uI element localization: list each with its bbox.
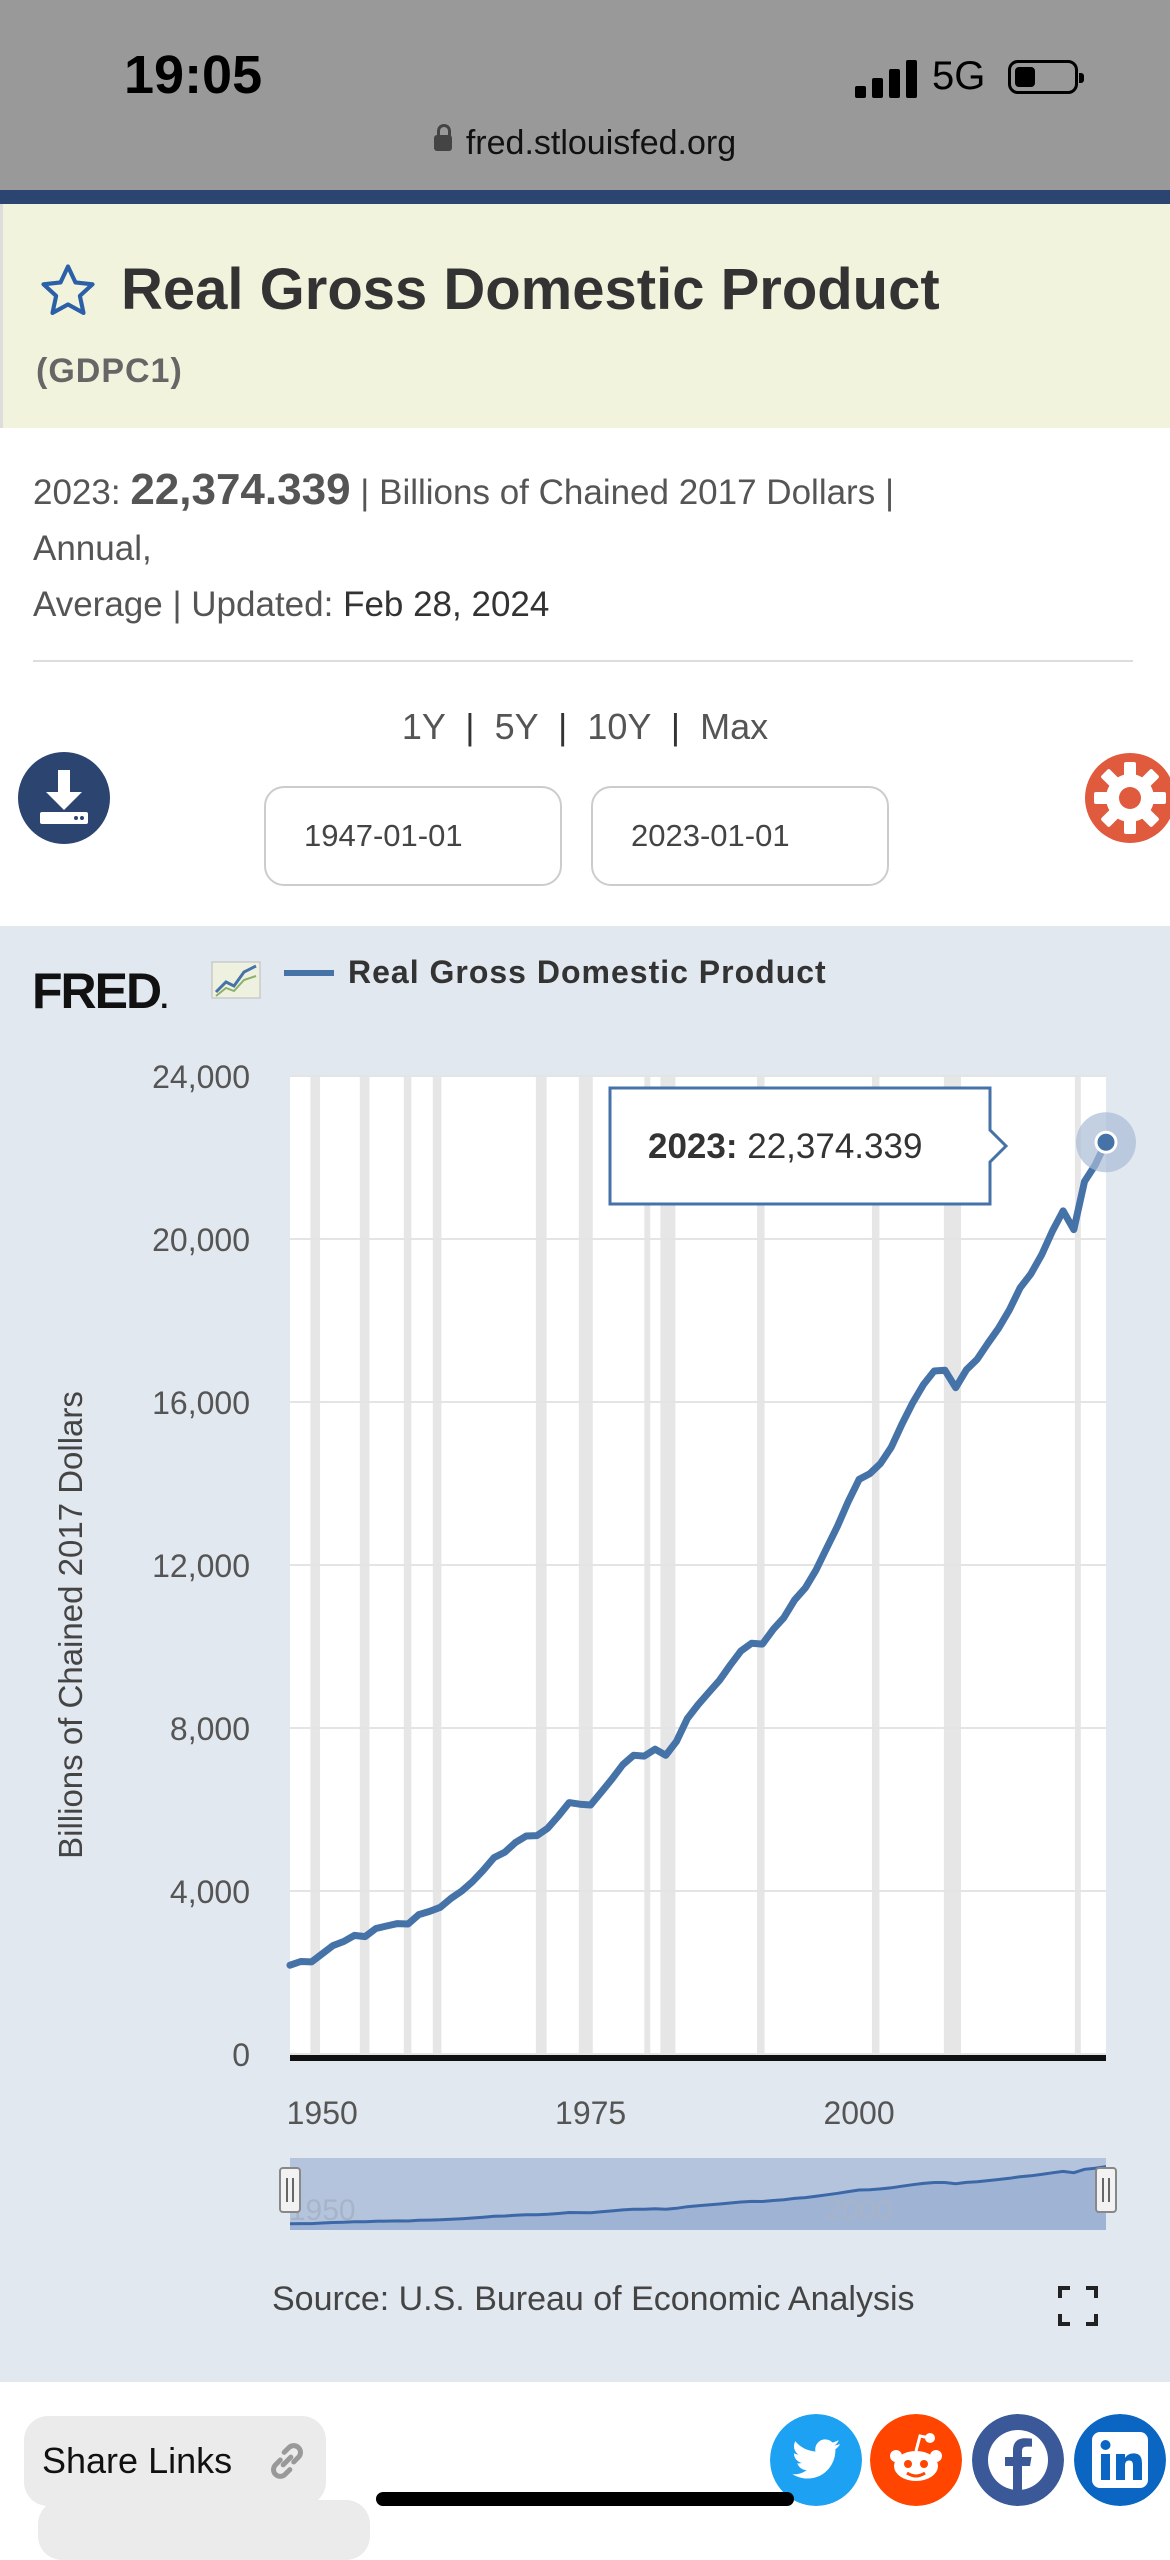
y-tick-label: 20,000 — [152, 1222, 250, 1258]
navigator-left-handle[interactable] — [279, 2167, 301, 2213]
download-button[interactable] — [18, 752, 110, 844]
aggregation-text: Average | Updated: — [33, 585, 334, 624]
lock-icon — [433, 124, 452, 152]
chart-logo-icon — [211, 961, 261, 999]
observation-value: 22,374.339 — [130, 465, 351, 514]
navigator-right-handle[interactable] — [1095, 2167, 1117, 2213]
divider — [33, 660, 1133, 662]
home-indicator — [376, 2492, 794, 2506]
facebook-icon[interactable] — [972, 2414, 1064, 2506]
x-tick-label: 1950 — [287, 2095, 358, 2131]
y-axis-title: Billions of Chained 2017 Dollars — [52, 1391, 89, 1859]
y-tick-label: 12,000 — [152, 1548, 250, 1584]
star-outline-icon[interactable] — [37, 260, 99, 322]
link-icon — [271, 2443, 303, 2479]
navigator-area — [290, 2166, 1106, 2230]
legend-swatch — [284, 970, 334, 976]
status-bar: 19:05 5G fred.stlouisfed.org — [0, 0, 1170, 190]
series-meta: 2023: 22,374.339 | Billions of Chained 2… — [33, 462, 1133, 633]
range-separator: | — [558, 706, 568, 747]
x-tick-label: 1975 — [555, 2095, 626, 2131]
frequency-text: Annual, — [33, 529, 152, 568]
legend-label[interactable]: Real Gross Domestic Product — [348, 954, 827, 990]
site-header-strip — [0, 190, 1170, 204]
updated-date: Feb 28, 2024 — [343, 585, 550, 624]
url-text: fred.stlouisfed.org — [465, 124, 737, 162]
gear-icon[interactable] — [1080, 748, 1170, 848]
share-links-button[interactable]: Share Links — [24, 2416, 326, 2506]
address-bar[interactable]: fred.stlouisfed.org — [0, 124, 1170, 163]
navigator-tick-label: 2000 — [826, 2194, 893, 2227]
battery-icon — [1008, 60, 1084, 94]
chart-panel: FRED. Real Gross Domestic Product 0 4,000… — [0, 926, 1170, 2382]
tooltip-text: 2023: 22,374.339 — [648, 1127, 922, 1166]
range-separator: | — [465, 706, 475, 747]
source-text: Source: U.S. Bureau of Economic Analysis — [272, 2280, 915, 2318]
twitter-icon[interactable] — [770, 2414, 862, 2506]
share-links-label: Share Links — [42, 2440, 233, 2481]
range-selector: 1Y | 5Y | 10Y | Max — [0, 706, 1170, 748]
tooltip-value: 22,374.339 — [747, 1127, 922, 1166]
network-type: 5G — [932, 54, 986, 98]
y-tick-label: 0 — [232, 2037, 250, 2073]
end-date-input[interactable]: 2023-01-01 — [591, 786, 889, 886]
units-text: | Billions of Chained 2017 Dollars | — [360, 473, 895, 512]
range-separator: | — [670, 706, 681, 747]
page-title: Real Gross Domestic Product — [121, 257, 940, 322]
range-1y[interactable]: 1Y — [401, 706, 446, 747]
gdp-line-chart[interactable]: 0 4,000 8,000 12,000 16,000 20,000 24,000 1950 1… — [0, 926, 1170, 2266]
range-10y[interactable]: 10Y — [587, 706, 651, 747]
x-tick-label: 2000 — [823, 2095, 894, 2131]
highlight-point[interactable] — [1094, 1130, 1118, 1154]
observation-year: 2023: — [33, 473, 121, 512]
y-tick-label: 24,000 — [152, 1059, 250, 1095]
series-title-panel: Real Gross Domestic Product (GDPC1) — [0, 204, 1170, 428]
y-tick-label: 4,000 — [170, 1874, 250, 1910]
tooltip-box — [608, 1086, 1009, 1206]
y-tick-label: 16,000 — [152, 1385, 250, 1421]
range-max[interactable]: Max — [700, 706, 769, 747]
navigator-line — [289, 2165, 1107, 2226]
signal-icon — [855, 60, 917, 98]
fullscreen-icon[interactable] — [1058, 2286, 1098, 2326]
tooltip-label: 2023: — [648, 1127, 747, 1166]
series-id: (GDPC1) — [36, 352, 183, 390]
reddit-icon[interactable] — [870, 2414, 962, 2506]
linkedin-icon[interactable] — [1074, 2414, 1166, 2506]
download-icon — [40, 770, 88, 824]
range-5y[interactable]: 5Y — [494, 706, 538, 747]
y-tick-label: 8,000 — [170, 1711, 250, 1747]
fred-logo: FRED. — [32, 963, 169, 1019]
series-line[interactable] — [286, 1138, 1110, 1969]
clock: 19:05 — [124, 45, 263, 105]
share-button-secondary[interactable] — [38, 2500, 370, 2560]
start-date-input[interactable]: 1947-01-01 — [264, 786, 562, 886]
